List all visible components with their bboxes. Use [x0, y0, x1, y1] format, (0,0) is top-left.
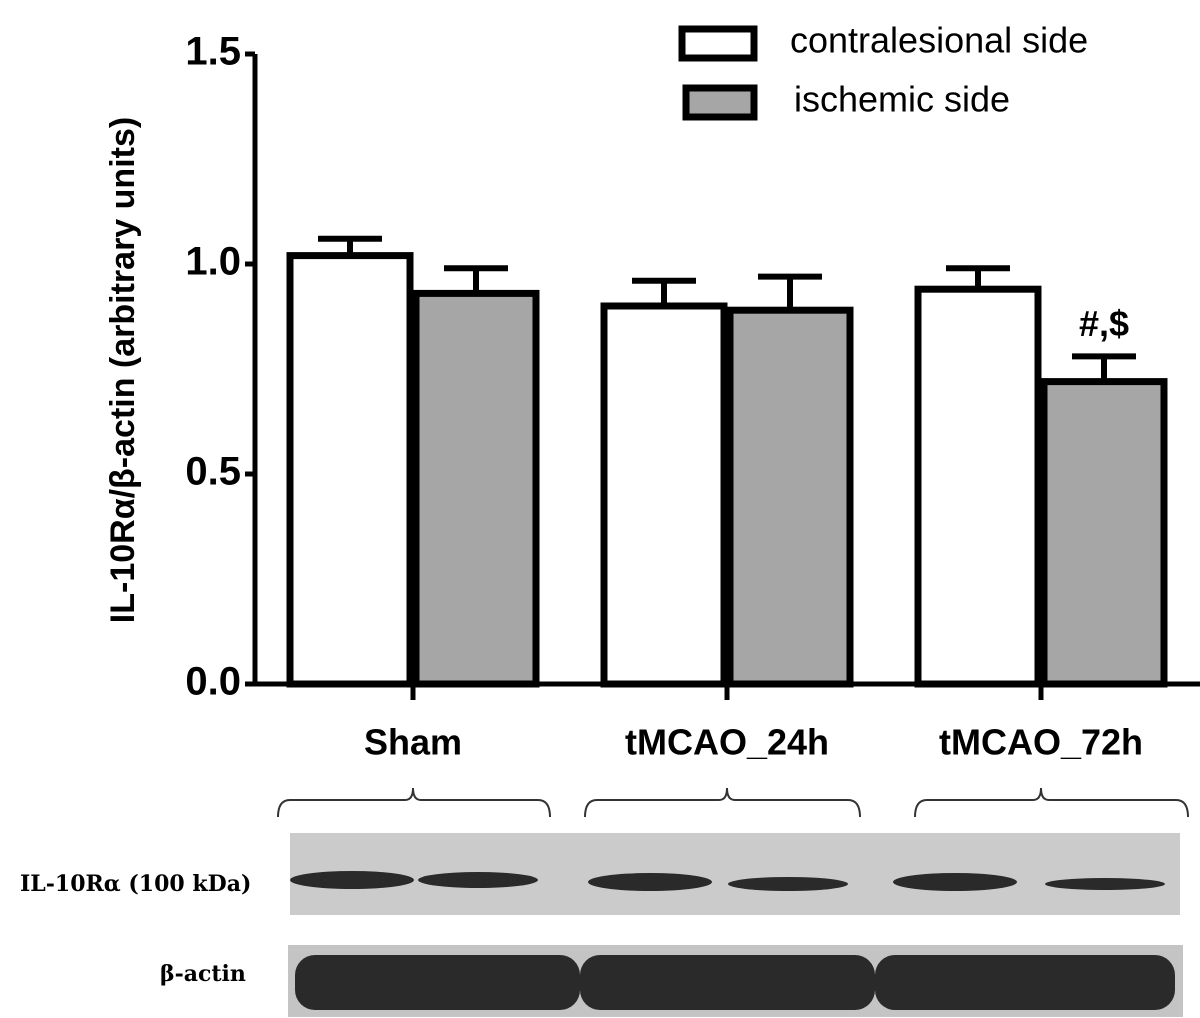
western-blot [288, 833, 1183, 1017]
blot-label: IL-10Rα (100 kDa) [20, 871, 251, 897]
bar [600, 302, 728, 688]
bar [286, 252, 414, 688]
y-tick-label: 0.5 [185, 450, 241, 494]
legend-swatch [678, 25, 758, 62]
y-tick-label: 1.0 [185, 240, 241, 284]
x-tick-label: tMCAO_72h [939, 722, 1143, 763]
x-tick-label: Sham [364, 722, 462, 763]
bar [412, 289, 540, 688]
y-tick-label: 0.0 [185, 660, 241, 704]
group-brackets [277, 787, 1189, 818]
annotation: #,$ [1079, 303, 1129, 344]
bar [914, 285, 1042, 688]
y-axis-title: IL-10Rα/β-actin (arbitrary units) [104, 117, 142, 623]
bar [726, 306, 854, 688]
y-tick-label: 1.5 [185, 30, 241, 74]
x-tick-label: tMCAO_24h [625, 722, 829, 763]
blot-label: β-actin [160, 961, 246, 987]
legend-swatch [682, 84, 758, 121]
legend-label: contralesional side [790, 20, 1088, 61]
legend-label: ischemic side [794, 79, 1010, 120]
bar [1040, 378, 1168, 688]
